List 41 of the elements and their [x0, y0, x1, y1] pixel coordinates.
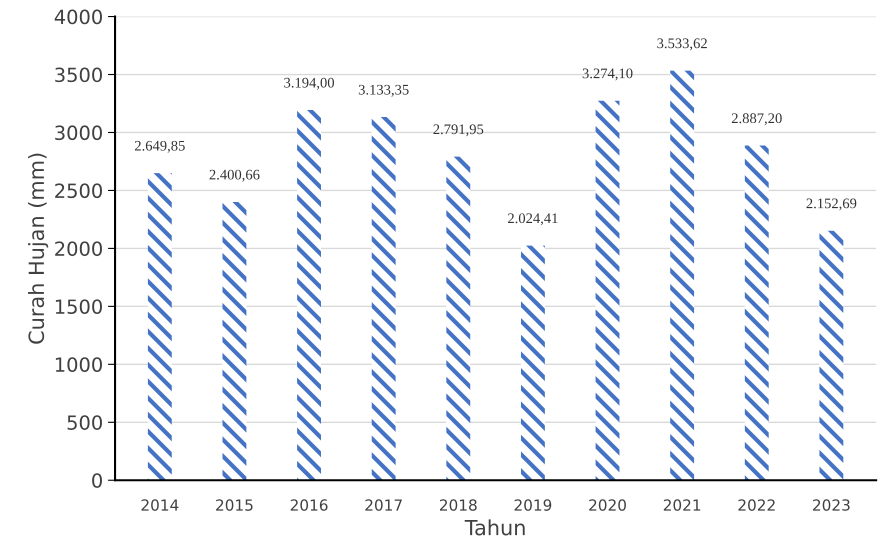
x-tick-label: 2017	[365, 499, 402, 511]
data-label: 2.887,20	[732, 113, 782, 126]
data-label: 3.194,00	[284, 78, 334, 90]
data-label: 2.024,41	[508, 213, 558, 226]
y-tick-label: 4000	[54, 10, 102, 24]
y-tick-label: 1000	[56, 357, 102, 372]
x-tick-label: 2022	[738, 499, 775, 511]
bar	[744, 146, 769, 480]
y-tick-label: 0	[92, 473, 102, 488]
bar	[222, 202, 246, 480]
y-axis-title: Curah Hujan (mm)	[28, 154, 48, 344]
data-label: 2.791,95	[433, 124, 484, 136]
y-tick-label: 3500	[55, 67, 102, 82]
x-tick-label: 2014	[142, 499, 178, 511]
bar	[819, 230, 844, 480]
bar	[596, 100, 620, 480]
bar	[670, 70, 694, 480]
data-label: 3.533,62	[657, 38, 707, 50]
data-label: 3.274,10	[582, 68, 632, 80]
y-tick-label: 2000	[55, 241, 102, 256]
data-label: 3.133,35	[358, 84, 409, 97]
y-tick-label: 3000	[55, 125, 102, 140]
x-tick-label: 2018	[440, 499, 477, 511]
x-tick-label: 2021	[664, 499, 700, 511]
bar	[297, 110, 321, 480]
y-tick-label: 1500	[56, 299, 102, 314]
x-tick-label: 2020	[589, 499, 626, 511]
bar	[520, 246, 545, 480]
bar	[446, 156, 470, 480]
data-label: 2.152,69	[806, 198, 856, 210]
y-tick-label: 2500	[55, 183, 102, 198]
x-tick-label: 2019	[514, 499, 552, 511]
x-axis-title: Tahun	[464, 519, 525, 536]
data-label: 2.400,66	[210, 170, 260, 182]
y-tick-label: 500	[68, 415, 102, 430]
x-tick-label: 2023	[813, 499, 850, 511]
data-label: 2.649,85	[134, 140, 185, 153]
bar	[372, 117, 396, 480]
x-tick-label: 2015	[216, 499, 253, 511]
bar	[148, 173, 172, 480]
x-tick-label: 2016	[290, 499, 328, 511]
